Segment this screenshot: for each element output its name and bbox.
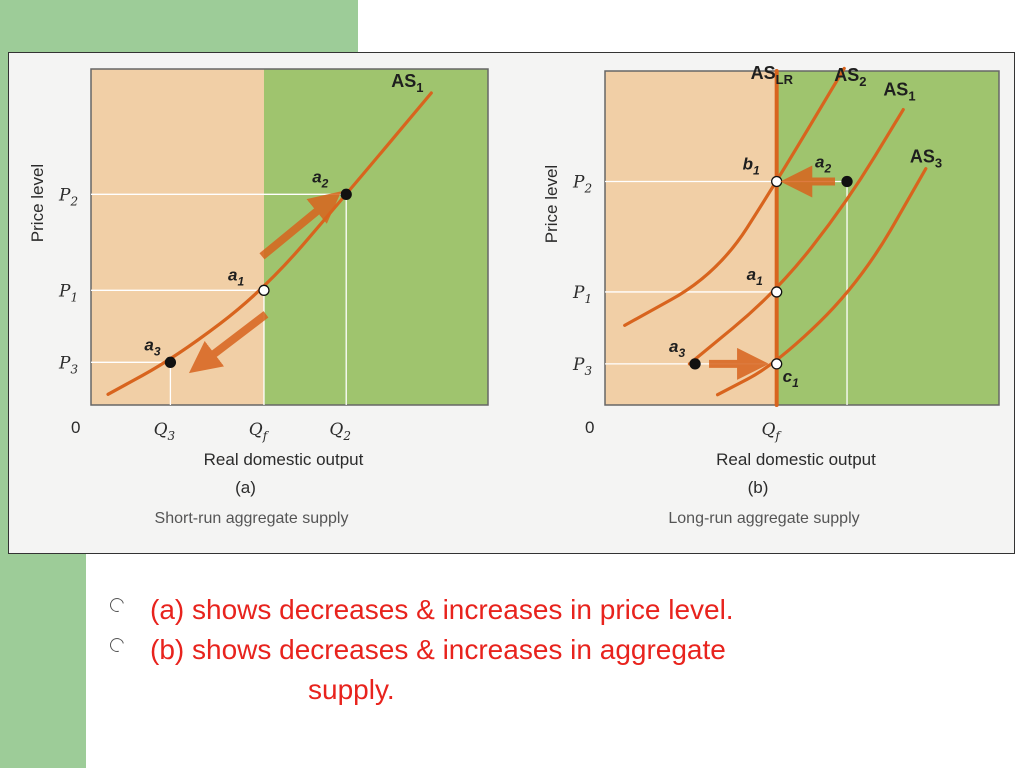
panel-b-curve-label-aslr: ASLR	[751, 63, 794, 87]
bullet-item-1: (a) shows decreases & increases in price…	[104, 590, 984, 630]
panel-a-point-a3	[164, 356, 177, 368]
panel-b-surplus-region	[776, 71, 999, 405]
panel-b-point-label-b1: b1	[743, 154, 760, 177]
bullet-text-2: (b) shows decreases & increases in aggre…	[150, 634, 726, 665]
panel-a-arrow-up	[259, 191, 342, 260]
panel-a-y-axis-title: Price level	[28, 164, 47, 242]
panel-b-caption: Long-run aggregate supply	[668, 510, 859, 527]
panel-b-point-c1	[771, 358, 783, 370]
panel-a-shortage-region	[91, 69, 264, 405]
panel-b-curve-as3	[715, 167, 928, 397]
panel-b-plot-border	[604, 70, 1000, 406]
panel-b-point-label-a2: a2	[815, 152, 831, 175]
panel-a-x-tick-Q2: Q2	[329, 420, 351, 443]
panel-a-curve-as1	[106, 91, 433, 396]
panel-b-curve-label-as1: AS1	[883, 80, 915, 104]
panel-a-caption: Short-run aggregate supply	[155, 510, 349, 527]
panel-b-y-tick-P1: P1	[572, 283, 592, 306]
panel-a-point-label-a2: a2	[312, 167, 328, 190]
panel-a-x-tick-Q3: Q3	[154, 420, 176, 443]
figure-svg: AS1 a1 a2 a3 P2 P1 P3 Q3 Qf Q2 0 Price level Real do…	[28, 63, 1000, 527]
panel-a-y-tick-P3: P3	[58, 353, 78, 376]
panel-b-curve-as2	[623, 66, 846, 327]
panel-a-point-label-a3: a3	[144, 335, 160, 358]
panel-a-x-tick-Qf: Qf	[249, 420, 270, 443]
panel-b-y-tick-P2: P2	[572, 172, 592, 195]
slide-top-band	[0, 0, 358, 52]
panel-b-point-a1	[771, 286, 783, 298]
panel-a-arrow-down	[188, 311, 269, 374]
panel-a-point-a2	[340, 188, 352, 200]
panel-b-y-axis-title: Price level	[542, 165, 561, 243]
bullet-item-2: (b) shows decreases & increases in aggre…	[104, 630, 984, 710]
panel-b-curve-label-as2: AS2	[834, 65, 866, 89]
panel-a-plot-border	[90, 68, 489, 406]
bullet-icon	[107, 595, 127, 615]
panel-a-y-tick-P1: P1	[58, 281, 78, 304]
panel-a-origin-label: 0	[71, 418, 80, 437]
panel-b-point-label-c1: c1	[783, 367, 799, 390]
panel-a-point-label-a1: a1	[228, 265, 244, 288]
panel-b-panel-letter: (b)	[748, 478, 769, 497]
panel-b-x-tick-Qf: Qf	[761, 420, 782, 443]
panel-b-shortage-region	[605, 71, 777, 405]
panel-a-y-tick-P2: P2	[58, 185, 78, 208]
figure-frame: AS1 a1 a2 a3 P2 P1 P3 Q3 Qf Q2 0 Price level Real do…	[8, 52, 1015, 554]
panel-b-origin-label: 0	[585, 418, 594, 437]
panel-b-point-a3	[689, 358, 701, 370]
panel-b-y-tick-P3: P3	[572, 355, 592, 378]
panel-b-point-a2	[841, 175, 853, 188]
panel-a-panel-letter: (a)	[235, 478, 256, 497]
bullet-list: (a) shows decreases & increases in price…	[104, 590, 984, 710]
bullet-text-2-continuation: supply.	[308, 674, 395, 705]
panel-a-x-axis-title: Real domestic output	[204, 450, 364, 469]
panel-b-curve-as1	[687, 107, 905, 366]
panel-a-curve-label-as1: AS1	[391, 71, 423, 95]
panel-b-point-b1	[771, 175, 783, 188]
bullet-text-1: (a) shows decreases & increases in price…	[150, 594, 734, 625]
panel-b-point-label-a1: a1	[747, 265, 763, 288]
panel-b-curve-label-as3: AS3	[910, 147, 942, 171]
panel-b-x-axis-title: Real domestic output	[716, 450, 876, 469]
panel-a-point-a1	[258, 284, 270, 296]
panel-b-point-label-a3: a3	[669, 337, 685, 360]
panel-a-surplus-region	[263, 69, 488, 405]
bullet-icon	[107, 635, 127, 655]
